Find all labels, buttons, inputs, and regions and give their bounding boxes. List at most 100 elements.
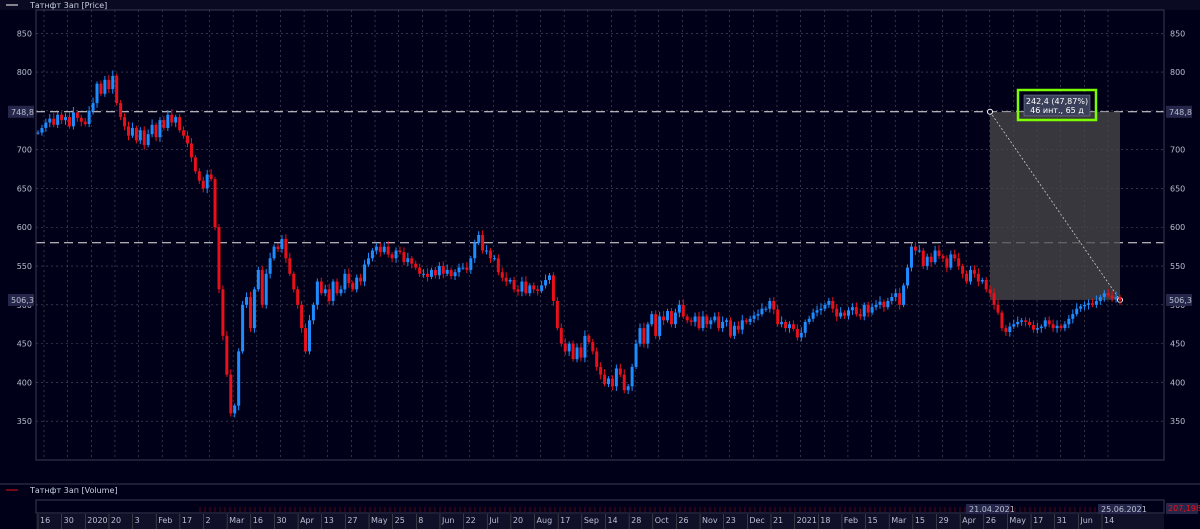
candle-body xyxy=(162,120,166,128)
price-panel-frame xyxy=(35,9,1165,461)
horizontal-levels[interactable] xyxy=(36,111,1164,244)
candle-body xyxy=(126,126,130,136)
x-tick-label: Dec xyxy=(749,516,764,525)
candle-body xyxy=(213,179,217,228)
y-tick-label-left: 600 xyxy=(17,223,32,232)
measure-start-handle[interactable] xyxy=(987,108,993,115)
x-tick-label: 18 xyxy=(820,516,830,525)
candle-body xyxy=(1024,320,1028,322)
candle-body xyxy=(681,304,685,317)
candle-body xyxy=(839,312,843,317)
candle-body xyxy=(48,118,52,123)
date-end-label: 25.06.2021 xyxy=(1101,505,1147,514)
x-tick-label: Mar xyxy=(229,516,245,525)
measure-tooltip-line2: 46 инт., 65 д xyxy=(1030,106,1084,115)
candle-body xyxy=(575,347,579,360)
candle-body xyxy=(186,135,190,144)
candle-body xyxy=(296,289,300,305)
candle-body xyxy=(713,316,717,321)
candle-body xyxy=(134,127,138,141)
candle-body xyxy=(496,258,500,273)
x-tick-label: Nov xyxy=(702,516,718,525)
candle-body xyxy=(1012,324,1016,327)
candle-body xyxy=(150,124,154,135)
y-tick-label-right: 450 xyxy=(1170,340,1185,349)
candle-body xyxy=(728,320,732,336)
candle-body xyxy=(882,301,886,308)
candle-body xyxy=(736,325,740,330)
candle-body xyxy=(426,273,430,277)
candle-body xyxy=(563,343,567,352)
candle-body xyxy=(1067,318,1071,325)
x-tick-label: Jul xyxy=(488,516,499,525)
candle-body xyxy=(319,281,323,294)
candle-body xyxy=(174,117,178,123)
candle-body xyxy=(638,328,642,344)
x-tick-label: 13 xyxy=(324,516,334,525)
candle-body xyxy=(1063,324,1067,329)
candle-body xyxy=(603,374,607,384)
candle-body xyxy=(1035,328,1039,330)
candle-body xyxy=(831,300,835,309)
x-tick-label: Jun xyxy=(1079,516,1093,525)
measure-box[interactable] xyxy=(990,111,1120,300)
date-start-label: 21.04.2021 xyxy=(969,505,1015,514)
candle-body xyxy=(71,112,75,127)
candle-body xyxy=(626,386,630,391)
tooltip-highlight xyxy=(1016,88,1098,122)
candle-body xyxy=(996,304,1000,313)
x-tick-label: 2 xyxy=(206,516,211,525)
measure-tool[interactable]: 242,4 (47,87%)46 инт., 65 д xyxy=(987,88,1123,303)
candle-body xyxy=(1071,314,1075,319)
candle-body xyxy=(1000,312,1004,329)
x-tick-label: 22 xyxy=(466,516,476,525)
x-tick-label: 17 xyxy=(560,516,570,525)
candle-body xyxy=(1055,325,1059,329)
candle-body xyxy=(1043,320,1047,327)
candle-body xyxy=(103,79,107,94)
x-tick-label: 15 xyxy=(915,516,925,525)
candle-body xyxy=(776,309,780,325)
candle-body xyxy=(780,321,784,325)
y-tick-label-right: 650 xyxy=(1170,184,1185,193)
candle-body xyxy=(666,311,670,321)
candle-body xyxy=(382,246,386,253)
candle-body xyxy=(193,157,197,172)
level-label-right: 748,8 xyxy=(1169,108,1192,117)
candle-body xyxy=(772,300,776,310)
x-tick-label: 26 xyxy=(678,516,688,525)
candle-body xyxy=(268,258,272,274)
date-end-badge xyxy=(1098,504,1142,514)
y-tick-label-left: 350 xyxy=(17,417,32,426)
measure-tooltip xyxy=(1023,94,1091,117)
candle-body xyxy=(347,273,351,284)
x-tick-label: 14 xyxy=(607,516,617,525)
candle-body xyxy=(862,304,866,317)
candle-body xyxy=(422,273,426,275)
candle-body xyxy=(957,258,961,267)
candle-body xyxy=(1016,321,1020,325)
x-tick-label: 17 xyxy=(1033,516,1043,525)
candle-body xyxy=(540,285,544,291)
candle-body xyxy=(697,316,701,329)
candle-body xyxy=(835,308,839,317)
candle-body xyxy=(858,314,862,317)
candle-body xyxy=(536,289,540,291)
candle-body xyxy=(130,127,134,136)
x-tick-label: May xyxy=(371,516,388,525)
candle-body xyxy=(650,314,654,325)
candle-body xyxy=(819,308,823,311)
candle-body xyxy=(709,320,713,325)
candle-body xyxy=(465,267,469,270)
candle-body xyxy=(351,283,355,290)
candle-body xyxy=(429,269,433,277)
candle-body xyxy=(111,75,115,90)
candle-body xyxy=(532,285,536,290)
level-badge-left xyxy=(8,105,34,118)
candle-body xyxy=(67,117,71,127)
price-legend-bar xyxy=(0,0,1200,10)
candle-body xyxy=(1110,295,1114,299)
candle-body xyxy=(99,83,103,94)
candle-body xyxy=(433,269,437,276)
